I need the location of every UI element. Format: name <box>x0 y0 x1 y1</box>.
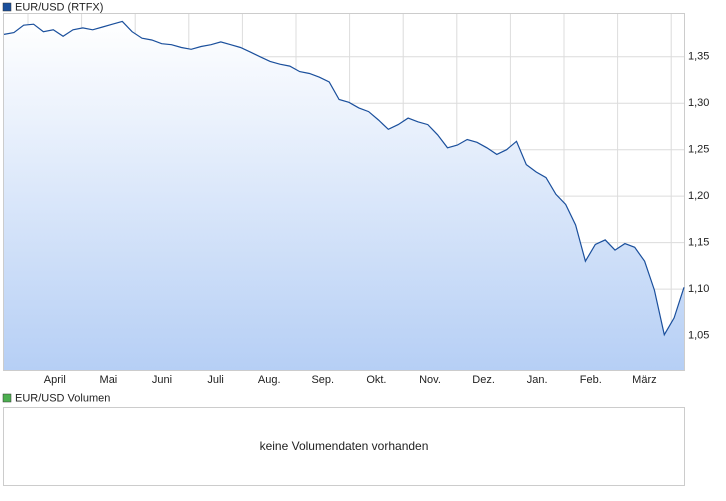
x-tick-label: Sep. <box>311 374 334 386</box>
x-tick-label: Okt. <box>366 374 386 386</box>
x-tick-label: März <box>632 374 656 386</box>
y-tick-label: 1,35 <box>688 51 709 63</box>
volume-message: keine Volumendaten vorhanden <box>260 439 429 453</box>
legend-swatch <box>2 2 12 12</box>
x-tick-label: April <box>44 374 66 386</box>
x-tick-label: Juni <box>152 374 172 386</box>
x-tick-label: Nov. <box>419 374 441 386</box>
x-tick-label: Feb. <box>580 374 602 386</box>
price-line <box>3 20 685 337</box>
x-tick-label: Dez. <box>472 374 495 386</box>
y-tick-label: 1,10 <box>688 283 709 295</box>
y-tick-label: 1,15 <box>688 237 709 249</box>
x-tick-label: Mai <box>100 374 118 386</box>
x-tick-label: Juli <box>207 374 224 386</box>
y-tick-label: 1,30 <box>688 97 709 109</box>
volume-legend-label: EUR/USD Volumen <box>15 392 110 404</box>
price-area <box>4 21 684 371</box>
y-tick-label: 1,05 <box>688 330 709 342</box>
volume-panel <box>3 407 685 486</box>
y-tick-label: 1,20 <box>688 190 709 202</box>
y-tick-label: 1,25 <box>688 144 709 156</box>
x-tick-label: Jan. <box>527 374 548 386</box>
volume-legend-swatch <box>2 393 12 403</box>
x-tick-label: Aug. <box>258 374 281 386</box>
legend-label: EUR/USD (RTFX) <box>15 1 103 13</box>
